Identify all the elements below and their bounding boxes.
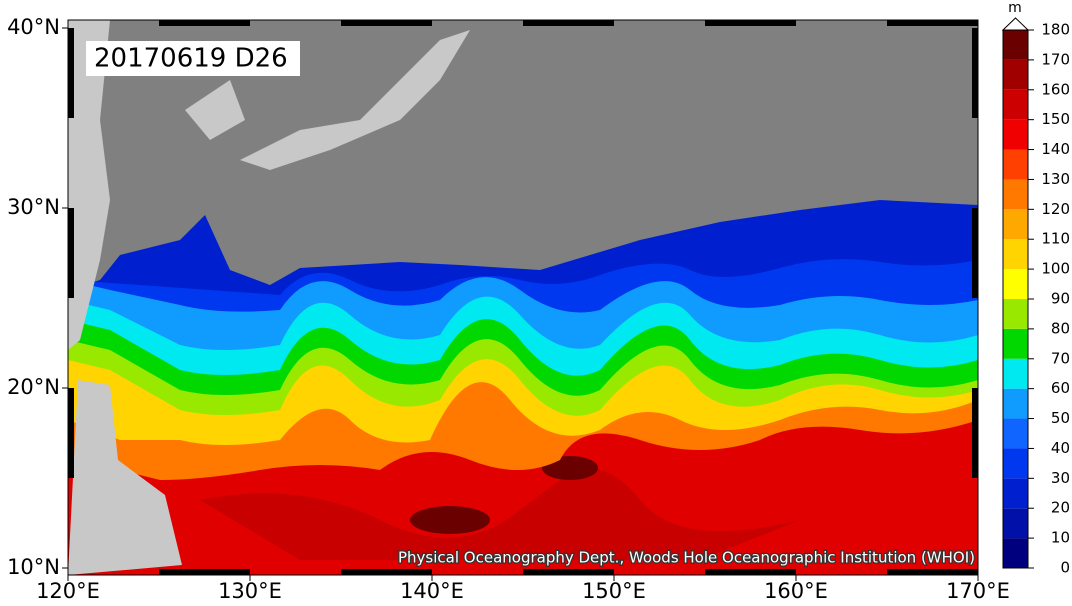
colorbar-label: 50	[1051, 409, 1070, 427]
frame-segment	[159, 569, 250, 575]
colorbar-label: 120	[1041, 200, 1070, 218]
frame-segment	[887, 20, 978, 26]
colorbar-bin	[1003, 269, 1028, 299]
colorbar-bin	[1003, 418, 1028, 449]
lat-label: 30°N	[7, 195, 60, 219]
frame-segment	[972, 388, 978, 478]
frame-segment	[159, 20, 250, 26]
colorbar-bin	[1003, 89, 1028, 120]
lon-label: 140°E	[400, 579, 464, 603]
frame-segment	[68, 208, 74, 298]
colorbar-label: 20	[1051, 499, 1070, 517]
colorbar-unit: m	[1008, 0, 1022, 16]
colorbar-label: 30	[1051, 469, 1070, 487]
colorbar-label: 170	[1041, 50, 1070, 68]
land-mask	[68, 20, 978, 290]
colorbar-bin	[1003, 239, 1028, 270]
colorbar-bin	[1003, 328, 1028, 359]
colorbar-label: 70	[1051, 349, 1070, 367]
land	[185, 30, 470, 170]
frame-segment	[523, 20, 614, 26]
colorbar-label: 90	[1051, 290, 1070, 308]
field-contour	[200, 468, 800, 560]
colorbar-bin	[1003, 209, 1028, 240]
frame-segment	[68, 28, 74, 118]
map-title: 20170619 D26	[94, 44, 288, 74]
colorbar-bin	[1003, 179, 1028, 210]
colorbar-label: 80	[1051, 319, 1070, 337]
credit: Physical Oceanography Dept., Woods Hole …	[398, 549, 975, 567]
frame-segment	[523, 569, 614, 575]
frame-segment	[341, 569, 432, 575]
land	[68, 20, 110, 350]
colorbar-bin	[1003, 388, 1028, 419]
colorbar-bin	[1003, 119, 1028, 150]
colorbar-label: 60	[1051, 379, 1070, 397]
frame-segment	[68, 388, 74, 478]
frame-segment	[705, 569, 796, 575]
lon-label: 160°E	[764, 579, 828, 603]
lon-label: 170°E	[946, 579, 1010, 603]
colorbar-bin	[1003, 508, 1028, 539]
colorbar-label: 180	[1041, 21, 1070, 39]
title-box	[86, 41, 300, 76]
lon-label: 120°E	[36, 579, 100, 603]
frame-segment	[972, 208, 978, 298]
colorbar-bin	[1003, 299, 1028, 329]
frame-ticks	[68, 20, 978, 575]
colorbar-label: 160	[1041, 80, 1070, 98]
colorbar-label: 150	[1041, 110, 1070, 128]
field-contour	[542, 456, 598, 480]
colorbar-label: 130	[1041, 170, 1070, 188]
colorbar-bin	[1003, 538, 1028, 568]
colorbar-arrow	[1001, 17, 1030, 31]
colorbar-bin	[1003, 448, 1028, 479]
frame-segment	[705, 20, 796, 26]
lat-label: 20°N	[7, 375, 60, 399]
lon-label: 150°E	[582, 579, 646, 603]
frame-segment	[887, 569, 978, 575]
map-field	[68, 20, 978, 575]
colorbar-label: 140	[1041, 140, 1070, 158]
lat-label: 40°N	[7, 15, 60, 39]
colorbar-bin	[1003, 478, 1028, 509]
frame-segment	[341, 20, 432, 26]
colorbar-label: 10	[1051, 529, 1070, 547]
colorbar-label: 0	[1060, 559, 1070, 577]
land	[68, 380, 182, 575]
lat-label: 10°N	[7, 555, 60, 579]
colorbar-label: 100	[1041, 260, 1070, 278]
colorbar-label: 110	[1041, 230, 1070, 248]
frame-segment	[972, 28, 978, 118]
colorbar-bin	[1003, 30, 1028, 60]
colorbar-bin	[1003, 149, 1028, 180]
colorbar: m 0 10 20 30 40 50 60 70 80 90 100 110 120 130 140 150 16…	[1001, 0, 1070, 577]
colorbar-bin	[1003, 358, 1028, 389]
colorbar-bin	[1003, 59, 1028, 90]
lon-label: 130°E	[218, 579, 282, 603]
field-contour	[410, 506, 490, 534]
colorbar-label: 40	[1051, 439, 1070, 457]
